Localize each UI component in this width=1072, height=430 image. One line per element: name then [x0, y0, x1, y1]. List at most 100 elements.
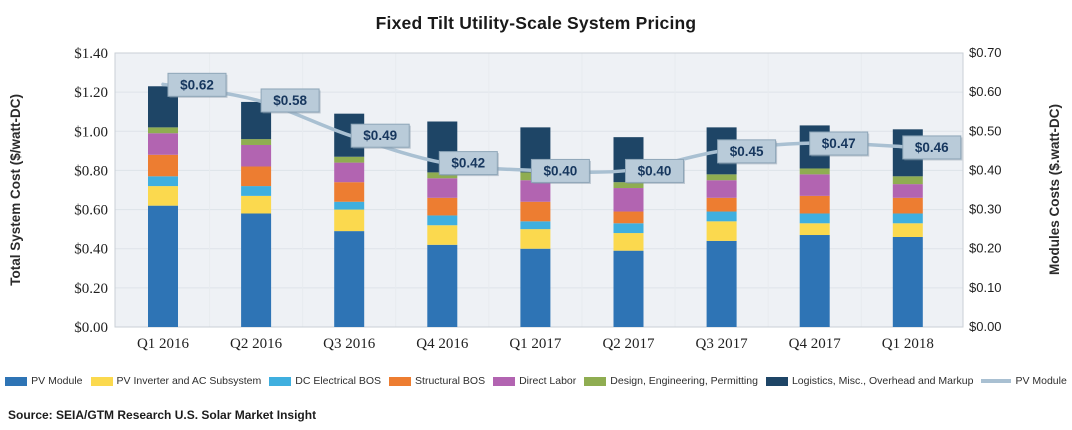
- left-axis-tick-label: $0.60: [74, 203, 108, 219]
- bar-segment: [706, 197, 737, 212]
- right-axis-tick-label: $0.10: [969, 280, 1002, 295]
- bar-segment: [334, 162, 365, 183]
- data-label-box: [902, 135, 962, 160]
- bar-segment: [334, 156, 365, 163]
- bar-segment: [148, 186, 178, 206]
- legend-label: Design, Engineering, Permitting: [610, 375, 758, 387]
- bar-segment: [613, 188, 644, 212]
- x-axis-tick-label: Q2 2017: [602, 336, 655, 352]
- bar-segment: [427, 244, 458, 327]
- bar-segment: [892, 176, 923, 185]
- legend-item: PV Module: [981, 375, 1067, 387]
- left-axis-tick-label: $1.20: [74, 85, 108, 101]
- bar-segment: [520, 201, 551, 222]
- x-axis-tick-label: Q3 2016: [323, 336, 376, 352]
- left-axis-title: Total System Cost ($/watt-DC): [2, 53, 28, 327]
- x-axis-tick-label: Q1 2018: [882, 336, 934, 352]
- data-label-box: [438, 151, 498, 176]
- legend-item: Design, Engineering, Permitting: [584, 375, 758, 387]
- data-label-value: $0.58: [273, 93, 307, 108]
- bar-segment: [892, 197, 923, 214]
- bar-segment: [892, 213, 923, 224]
- data-label-box: [350, 123, 410, 148]
- bar-segment: [799, 195, 830, 214]
- data-label-box: [625, 158, 684, 183]
- legend-color-swatch: [765, 376, 788, 386]
- left-axis-tick-label: $0.00: [74, 320, 108, 336]
- data-label-value: $0.42: [451, 156, 485, 171]
- right-axis-title: Modules Costs ($.watt-DC): [1040, 53, 1068, 327]
- bar-segment: [706, 211, 737, 222]
- x-axis-tick-label: Q4 2017: [789, 336, 842, 352]
- bar-segment: [241, 139, 272, 145]
- bar-segment: [148, 176, 178, 187]
- legend-item: Structural BOS: [389, 375, 485, 387]
- data-label-box: [167, 72, 227, 97]
- bar-segment: [892, 184, 923, 198]
- data-label-box: [809, 131, 869, 156]
- bar-segment: [520, 221, 551, 230]
- bar-segment: [892, 236, 923, 327]
- left-axis-tick-label: $1.40: [74, 46, 108, 62]
- bar-segment: [334, 201, 365, 210]
- bar-segment: [148, 133, 178, 155]
- bar-segment: [706, 174, 737, 181]
- legend-color-swatch: [5, 376, 28, 386]
- left-axis-tick-label: $0.20: [74, 281, 108, 297]
- bar-segment: [148, 127, 178, 134]
- bar-segment: [334, 182, 365, 202]
- bar-segment: [241, 213, 272, 327]
- data-label-value: $0.40: [638, 163, 672, 178]
- legend-label: DC Electrical BOS: [295, 375, 382, 387]
- bar-segment: [334, 231, 365, 327]
- x-axis-tick-label: Q4 2016: [416, 336, 469, 352]
- bar-segment: [613, 211, 644, 224]
- bar-segment: [520, 229, 551, 249]
- legend-color-swatch: [584, 376, 607, 386]
- bar-segment: [799, 168, 830, 175]
- bar-segment: [613, 182, 644, 189]
- chart-canvas: $0.00 $0.20 $0.40 $0.60 $0.80 $1.00 $1.20 $1.40…: [74, 45, 1002, 352]
- left-axis-tick-label: $0.80: [74, 163, 108, 179]
- left-axis-tick-label: $1.00: [74, 124, 108, 140]
- legend-color-swatch: [493, 376, 516, 386]
- data-label-box: [530, 158, 590, 183]
- legend-color-swatch: [90, 376, 113, 386]
- legend-label: PV Module: [31, 375, 83, 387]
- bar-segment: [427, 172, 458, 179]
- bar-segment: [706, 240, 737, 327]
- data-label-value: $0.49: [363, 128, 397, 143]
- source-note: Source: SEIA/GTM Research U.S. Solar Mar…: [8, 408, 317, 422]
- legend-color-swatch: [269, 376, 292, 386]
- bar-segment: [706, 180, 737, 198]
- x-axis-tick-label: Q1 2016: [137, 336, 190, 352]
- bar-segment: [241, 195, 272, 214]
- bar-segment: [334, 209, 365, 232]
- legend-item: PV Module: [5, 375, 83, 387]
- right-axis-tick-label: $0.30: [969, 202, 1002, 217]
- bar-segment: [241, 144, 272, 167]
- bar-segment: [520, 248, 551, 327]
- chart-legend: PV Module PV Inverter and AC Subsystem DC …: [0, 375, 1072, 387]
- bar-segment: [892, 223, 923, 237]
- bar-segment: [427, 178, 458, 198]
- right-axis-tick-label: $0.00: [969, 319, 1002, 334]
- data-label-box: [717, 139, 777, 164]
- bar-segment: [241, 186, 272, 196]
- bar-segment: [427, 197, 458, 216]
- data-label-value: $0.62: [180, 77, 214, 92]
- right-axis-tick-label: $0.40: [969, 162, 1002, 177]
- right-axis-title-text: Modules Costs ($.watt-DC): [1046, 104, 1062, 276]
- bar-segment: [799, 223, 830, 236]
- legend-item: Direct Labor: [493, 375, 576, 387]
- left-axis-title-text: Total System Cost ($/watt-DC): [7, 94, 23, 286]
- bar-segment: [427, 225, 458, 245]
- legend-label: PV Inverter and AC Subsystem: [116, 375, 262, 387]
- legend-item: DC Electrical BOS: [269, 375, 381, 387]
- data-label-value: $0.40: [544, 163, 578, 178]
- left-axis-tick-label: $0.40: [74, 242, 108, 258]
- data-label-value: $0.46: [915, 140, 949, 155]
- legend-label: Logistics, Misc., Overhead and Markup: [791, 375, 974, 387]
- bar-segment: [427, 215, 458, 226]
